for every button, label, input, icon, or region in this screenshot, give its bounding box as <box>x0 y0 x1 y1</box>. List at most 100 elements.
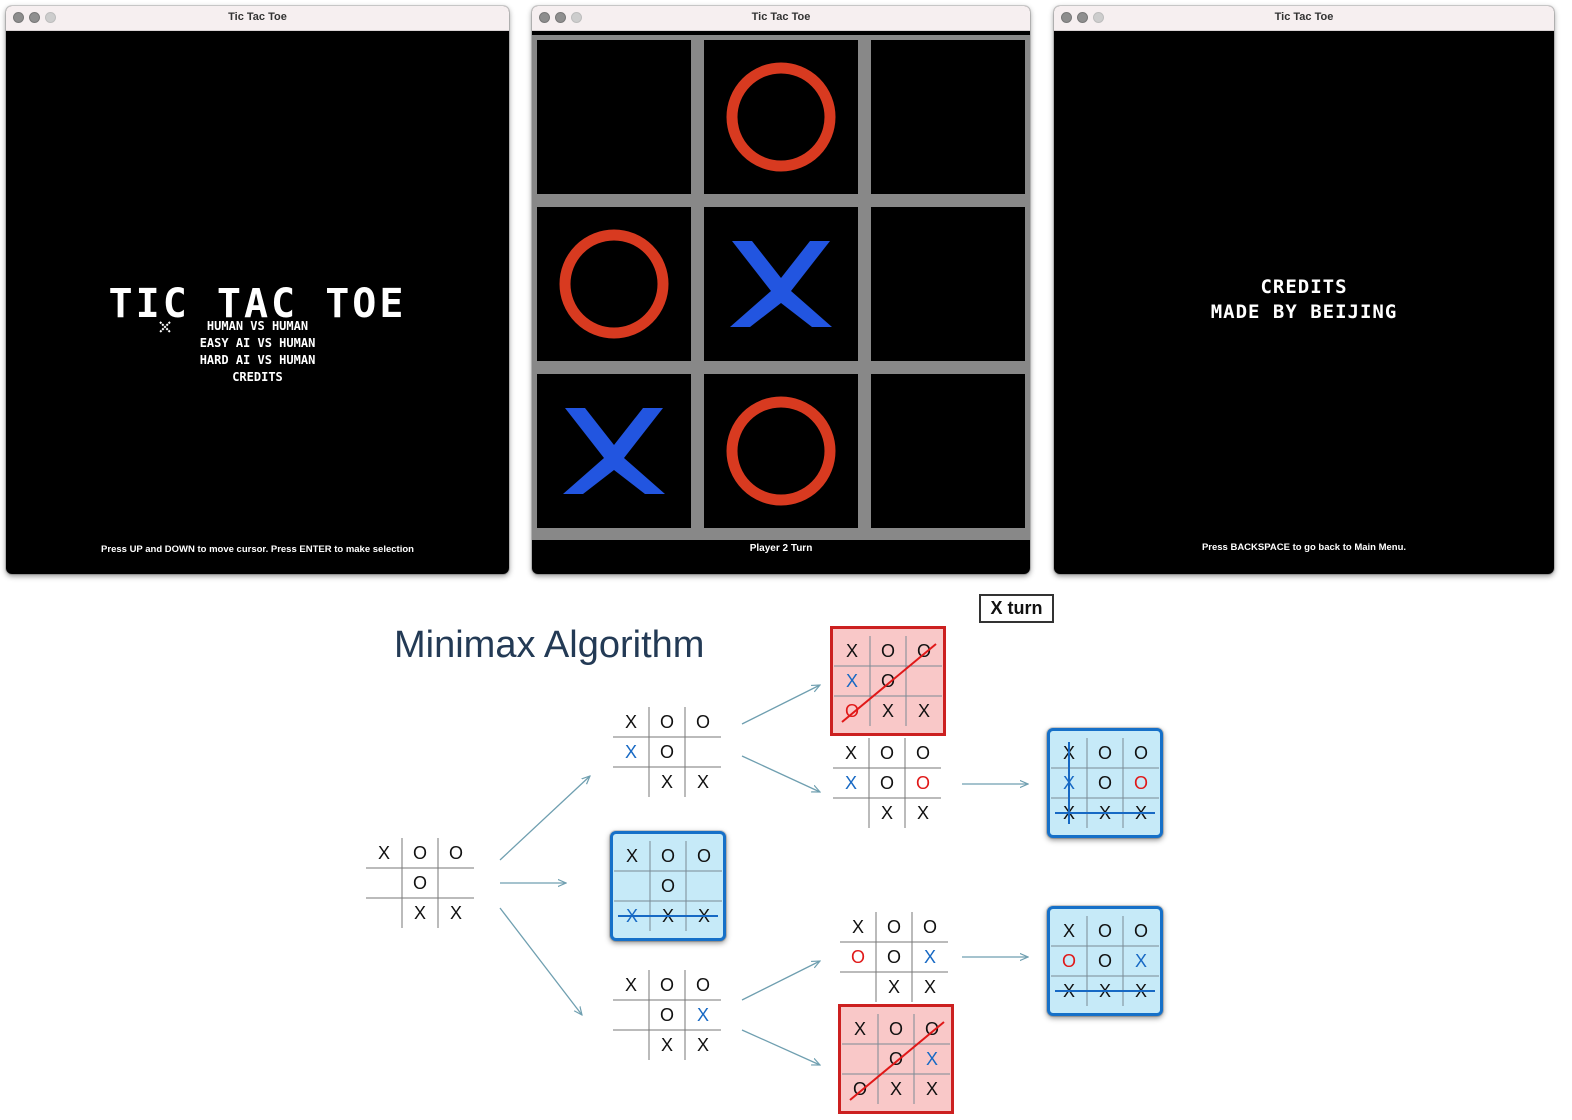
title-bar: Tic Tac Toe <box>6 6 509 31</box>
window-title: Tic Tac Toe <box>228 11 287 23</box>
mini-cell: O <box>660 846 675 866</box>
window-title: Tic Tac Toe <box>751 11 811 23</box>
win-strike <box>1055 742 1155 824</box>
mini-cell: X <box>916 803 929 823</box>
mini-cell: X <box>853 1019 866 1039</box>
mini-cell: O <box>659 975 674 995</box>
close-button[interactable] <box>539 12 550 23</box>
mini-cell: O <box>1061 951 1076 971</box>
win-strike <box>613 970 721 1060</box>
mini-cell: O <box>879 743 894 763</box>
mini-cell: O <box>1097 921 1112 941</box>
board-cell-2[interactable] <box>871 40 1025 194</box>
title-bar: Tic Tac Toe <box>1054 6 1554 31</box>
mini-cell: O <box>886 947 901 967</box>
zoom-button[interactable] <box>1093 12 1104 23</box>
board-cell-3[interactable] <box>537 207 691 361</box>
credits-window: Tic Tac Toe CREDITS MADE BY BEIJING Pres… <box>1054 6 1554 574</box>
mini-cell: X <box>851 917 864 937</box>
mini-cell: X <box>917 701 930 721</box>
mini-cell: X <box>696 772 709 792</box>
mini-cell: O <box>1133 743 1148 763</box>
minimize-button[interactable] <box>555 12 566 23</box>
credits-author: MADE BY BEIJING <box>1210 301 1398 323</box>
mini-cell: X <box>696 1035 709 1055</box>
turn-label: X turn <box>979 594 1054 623</box>
game-window: Tic Tac Toe Player 2 Turn <box>532 6 1030 574</box>
mini-cell: X <box>925 1049 938 1069</box>
mini-cell: O <box>659 712 674 732</box>
mini-cell: O <box>915 773 930 793</box>
mini-cell: X <box>887 977 900 997</box>
arrow <box>741 755 820 792</box>
win-strike <box>833 738 941 828</box>
menu-hint: Press UP and DOWN to move cursor. Press … <box>101 544 414 555</box>
mini-cell: X <box>449 903 462 923</box>
mini-cell: X <box>696 1005 709 1025</box>
mini-cell: O <box>695 712 710 732</box>
mini-cell: O <box>448 843 463 863</box>
board-cell-0[interactable] <box>537 40 691 194</box>
board-cell-6[interactable] <box>537 374 691 528</box>
o-mark <box>726 396 836 506</box>
mini-cell: O <box>696 846 711 866</box>
arrow <box>741 685 820 725</box>
mini-cell: X <box>889 1079 902 1099</box>
mini-cell: O <box>880 641 895 661</box>
arrow <box>741 1029 820 1065</box>
diagram-title: Minimax Algorithm <box>394 624 705 666</box>
x-cursor-icon <box>159 321 171 333</box>
mini-cell: O <box>695 975 710 995</box>
win-strike <box>366 838 474 928</box>
menu-option-hard-ai[interactable]: HARD AI VS HUMAN <box>199 353 316 367</box>
close-button[interactable] <box>1061 12 1072 23</box>
mini-cell: X <box>1062 921 1075 941</box>
arrow <box>741 961 820 1001</box>
game-board <box>532 35 1030 540</box>
mini-cell: O <box>879 773 894 793</box>
win-strike <box>849 1021 945 1101</box>
minimize-button[interactable] <box>1077 12 1088 23</box>
mini-cell: O <box>1097 951 1112 971</box>
credits-hint: Press BACKSPACE to go back to Main Menu. <box>1201 542 1407 553</box>
mini-cell: O <box>915 743 930 763</box>
win-strike <box>613 707 721 797</box>
mini-cell: X <box>660 772 673 792</box>
mini-cell: O <box>1097 773 1112 793</box>
mini-cell: O <box>888 1019 903 1039</box>
board-cell-8[interactable] <box>871 374 1025 528</box>
mini-cell: X <box>413 903 426 923</box>
mini-cell: O <box>850 947 865 967</box>
close-button[interactable] <box>13 12 24 23</box>
mini-cell: O <box>886 917 901 937</box>
menu-option-credits[interactable]: CREDITS <box>232 370 283 384</box>
title-bar: Tic Tac Toe <box>532 6 1030 31</box>
mini-cell: O <box>1133 921 1148 941</box>
mini-cell: O <box>1133 773 1148 793</box>
menu-window: Tic Tac Toe TIC TAC TOE HUMAN VS HUMAN E… <box>6 6 509 574</box>
mini-cell: X <box>881 701 894 721</box>
mini-cell: X <box>925 1079 938 1099</box>
menu-option-human-vs-human[interactable]: HUMAN VS HUMAN <box>206 319 309 333</box>
minimize-button[interactable] <box>29 12 40 23</box>
zoom-button[interactable] <box>45 12 56 23</box>
zoom-button[interactable] <box>571 12 582 23</box>
mini-cell: O <box>659 1005 674 1025</box>
mini-cell: O <box>922 917 937 937</box>
mini-cell: X <box>625 846 638 866</box>
mini-cell: X <box>845 641 858 661</box>
board-cell-5[interactable] <box>871 207 1025 361</box>
menu-option-easy-ai[interactable]: EASY AI VS HUMAN <box>199 336 316 350</box>
board-cell-7[interactable] <box>704 374 858 528</box>
board-cell-1[interactable] <box>704 40 858 194</box>
mini-cell: X <box>1134 951 1147 971</box>
mini-cell: X <box>845 671 858 691</box>
board-cell-4[interactable] <box>704 207 858 361</box>
win-strike <box>1055 990 1155 992</box>
